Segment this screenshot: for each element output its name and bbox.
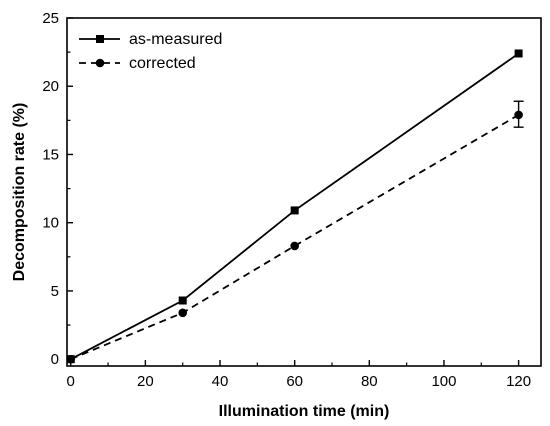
y-tick-label: 5 xyxy=(51,283,59,300)
x-tick-label: 80 xyxy=(361,373,378,390)
x-tick-label: 0 xyxy=(67,373,75,390)
plot-frame xyxy=(66,17,542,367)
y-tick-label: 0 xyxy=(51,351,59,368)
data-point-as-measured xyxy=(290,206,299,215)
data-point-corrected xyxy=(66,354,76,364)
data-point-corrected xyxy=(178,308,188,318)
data-point-corrected xyxy=(290,241,299,251)
data-point-corrected xyxy=(514,110,523,120)
x-tick-label: 120 xyxy=(506,373,531,390)
axis-ticks: 0 20 40 60 80 100 120 0 5 10 15 20 25 xyxy=(42,10,531,390)
legend-label: as-measured xyxy=(129,31,222,48)
legend-marker xyxy=(96,35,104,43)
data-point-as-measured xyxy=(178,296,187,305)
y-tick-label: 25 xyxy=(42,10,59,27)
legend-marker xyxy=(95,58,105,68)
y-tick-label: 10 xyxy=(42,215,59,232)
y-tick-label: 20 xyxy=(42,78,59,95)
data-point-as-measured xyxy=(514,49,523,58)
x-tick-label: 20 xyxy=(137,373,154,390)
legend: as-measured corrected xyxy=(79,31,222,72)
series-line-as-measured xyxy=(70,52,520,360)
legend-label: corrected xyxy=(129,55,196,72)
legend-item-corrected: corrected xyxy=(79,55,196,72)
series-corrected xyxy=(66,100,524,364)
series-layer xyxy=(66,49,524,364)
y-tick-label: 15 xyxy=(42,146,59,163)
legend-item-as-measured: as-measured xyxy=(79,31,222,48)
series-line-corrected xyxy=(70,114,520,361)
series-as-measured xyxy=(66,49,523,364)
x-tick-label: 40 xyxy=(212,373,229,390)
x-tick-label: 100 xyxy=(431,373,456,390)
y-axis-title: Decomposition rate (%) xyxy=(11,103,28,282)
x-tick-label: 60 xyxy=(286,373,303,390)
x-axis-title: Illumination time (min) xyxy=(219,403,390,420)
